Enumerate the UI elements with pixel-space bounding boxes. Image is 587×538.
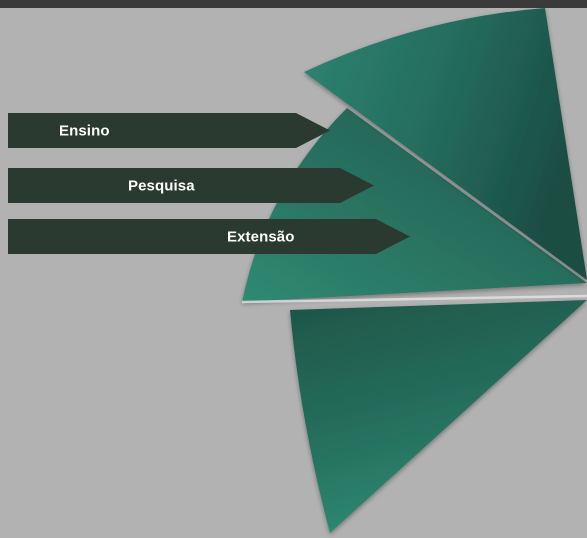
arrow-label-extensao: Extensão	[8, 219, 410, 254]
arrow-label-text: Extensão	[227, 228, 295, 245]
top-bar	[0, 0, 587, 8]
arrow-label-pesquisa: Pesquisa	[8, 168, 374, 203]
wedge-top	[304, 8, 587, 280]
arrow-label-text: Pesquisa	[128, 177, 195, 194]
wedge-bottom	[290, 300, 587, 533]
arrow-label-ensino: Ensino	[8, 113, 330, 148]
arrow-label-text: Ensino	[59, 122, 110, 139]
